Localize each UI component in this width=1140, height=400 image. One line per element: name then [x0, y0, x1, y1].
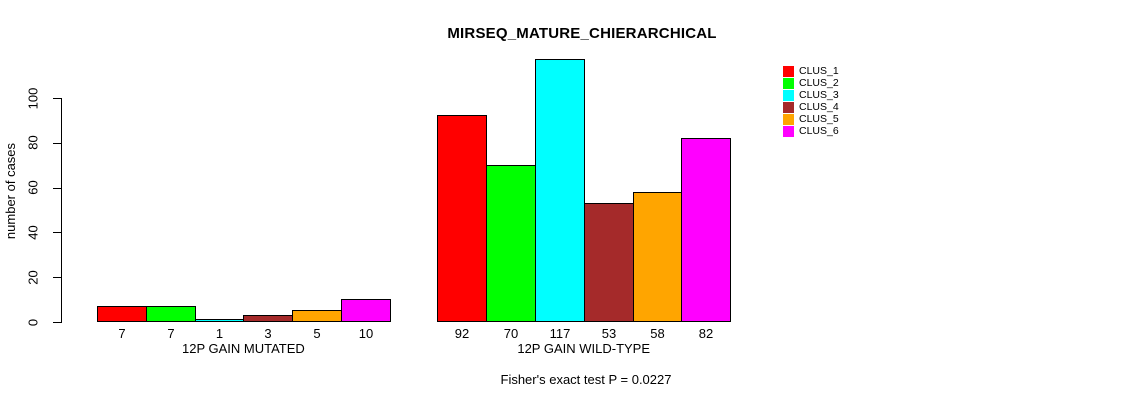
legend-swatch-clus_3 [783, 89, 794, 101]
bar-clus_5 [292, 310, 342, 323]
bar-value-label: 10 [358, 326, 374, 341]
bar-value-label: 92 [454, 326, 470, 341]
legend-swatch-clus_6 [783, 125, 794, 137]
y-axis-tick-label: 40 [25, 225, 41, 240]
legend-swatch-clus_2 [783, 77, 794, 89]
bar-value-label: 7 [118, 326, 126, 341]
footnote: Fisher's exact test P = 0.0227 [500, 372, 672, 387]
legend-item: CLUS_1 [783, 65, 839, 77]
legend-swatch-clus_4 [783, 101, 794, 113]
bar-clus_3 [535, 59, 585, 323]
legend-item: CLUS_4 [783, 101, 839, 113]
y-axis-tick-label: 100 [25, 87, 41, 109]
bar-clus_4 [243, 314, 293, 323]
legend: CLUS_1 CLUS_2 CLUS_3 CLUS_4 CLUS_5 CLUS_6 [783, 65, 839, 137]
y-axis-tick-label: 0 [25, 318, 41, 326]
y-axis-tick [53, 187, 61, 189]
y-axis-tick [53, 142, 61, 144]
bar-clus_3 [195, 319, 244, 323]
legend-label: CLUS_3 [799, 89, 839, 101]
legend-swatch-clus_5 [783, 113, 794, 125]
bar-value-label: 58 [650, 326, 665, 341]
bar-value-label: 53 [601, 326, 617, 341]
group-label: 12P GAIN WILD-TYPE [517, 341, 651, 356]
bar-clus_5 [633, 191, 682, 323]
y-axis-tick-label: 80 [25, 135, 41, 151]
bar-value-label: 5 [313, 326, 321, 341]
y-axis-line [61, 98, 62, 323]
bar-value-label: 82 [698, 326, 714, 341]
bar-value-label: 117 [549, 326, 571, 341]
y-axis-tick [53, 322, 61, 323]
bar-value-label: 70 [503, 326, 519, 341]
legend-label: CLUS_1 [799, 65, 839, 77]
y-axis-tick-label: 20 [25, 269, 41, 285]
legend-label: CLUS_2 [799, 77, 839, 89]
legend-item: CLUS_3 [783, 89, 839, 101]
legend-label: CLUS_6 [799, 125, 839, 137]
y-axis-tick [53, 277, 61, 279]
group-label: 12P GAIN MUTATED [181, 341, 305, 356]
bar-clus_1 [437, 115, 487, 323]
bar-value-label: 3 [264, 326, 272, 341]
bar-clus_4 [584, 202, 634, 323]
bar-clus_6 [341, 299, 391, 323]
bar-value-label: 1 [215, 326, 224, 341]
chart-title: MIRSEQ_MATURE_CHIERARCHICAL [447, 25, 717, 42]
y-axis-tick-label: 60 [25, 180, 41, 195]
y-axis-tick [53, 232, 61, 234]
legend-item: CLUS_2 [783, 77, 839, 89]
legend-label: CLUS_5 [799, 113, 839, 125]
bar-clus_1 [97, 305, 147, 323]
legend-item: CLUS_5 [783, 113, 839, 125]
bar-clus_2 [486, 164, 536, 323]
y-axis-tick [53, 98, 61, 99]
bar-clus_2 [146, 305, 196, 323]
legend-item: CLUS_6 [783, 125, 839, 137]
legend-label: CLUS_4 [799, 101, 839, 113]
bar-value-label: 7 [167, 326, 175, 341]
bar-clus_6 [681, 137, 731, 323]
legend-swatch-clus_1 [783, 65, 794, 77]
